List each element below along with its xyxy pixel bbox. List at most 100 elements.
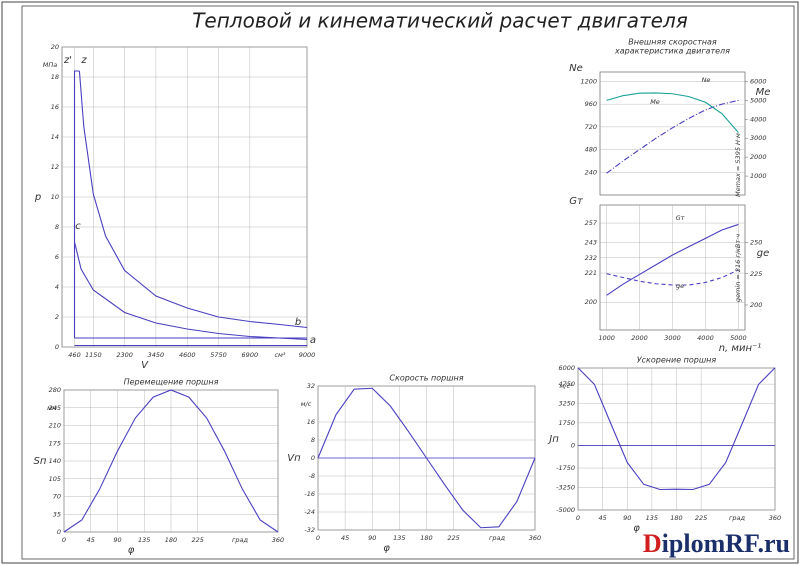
y-unit: м/с²: [559, 382, 573, 390]
x-unit: град: [232, 536, 249, 544]
x-tick-label: 225: [192, 536, 204, 544]
y-tick-label: 6: [55, 253, 59, 261]
series-line: [606, 92, 739, 133]
y-tick-label: 16: [51, 103, 59, 111]
x-tick-label: 9000: [299, 351, 316, 359]
y-tick-label: 8: [311, 436, 315, 444]
x-tick-label: 45: [341, 534, 349, 542]
series-line: [63, 389, 279, 533]
y-tick-label: -24: [304, 508, 315, 516]
y-tick-label: 70: [53, 493, 61, 501]
y-tick-label: 0: [57, 528, 61, 536]
x-axis-label: V: [141, 360, 149, 371]
y-axis-label: Gт: [569, 196, 584, 207]
y-tick-label: 32: [307, 382, 315, 390]
y-tick-label: 4: [55, 283, 59, 291]
y-axis-label: Sп: [34, 456, 47, 467]
x-tick-label: 45: [598, 514, 606, 522]
x-tick-label: 2300: [116, 351, 133, 359]
annotation: z: [80, 55, 87, 66]
annotation: b: [295, 317, 301, 328]
y2-axis-label: gе: [757, 248, 770, 259]
inner-frame: [21, 5, 795, 560]
y-tick-label: 960: [585, 100, 597, 108]
page-title: Тепловой и кинематический расчет двигате…: [192, 9, 688, 33]
chart-title: Скорость поршня: [389, 374, 463, 383]
y-tick-label: 221: [585, 269, 597, 277]
y-tick-label: -8: [309, 472, 315, 480]
y-tick-label: 6000: [558, 364, 575, 372]
x-tick-label: 135: [393, 534, 405, 542]
y2-tick-label: 200: [750, 301, 762, 309]
x-tick-label: 135: [138, 536, 150, 544]
x-tick-label: 5000: [730, 334, 747, 342]
x-axis-label: φ: [383, 543, 390, 554]
annotation: gе: [676, 282, 684, 290]
x-tick-label: 3000: [664, 334, 681, 342]
y-tick-label: 210: [49, 422, 61, 430]
y-tick-label: 14: [51, 133, 59, 141]
y-tick-label: -32: [304, 526, 315, 534]
y2-tick-label: 3000: [750, 134, 767, 142]
x-tick-label: 360: [529, 534, 541, 542]
series-line: [78, 70, 308, 329]
y2-tick-label: 250: [750, 239, 762, 247]
y-tick-label: 0: [311, 454, 315, 462]
chart-title: характеристика двигателя: [614, 47, 730, 56]
y-tick-label: 16: [307, 418, 315, 426]
y-axis-label: Vп: [287, 453, 301, 464]
x-tick-label: 0: [62, 536, 66, 544]
x-tick-label: 0: [576, 514, 580, 522]
x-axis-label: φ: [633, 523, 640, 534]
y-tick-label: 4750: [558, 380, 575, 388]
y-tick-label: 105: [49, 475, 61, 483]
y-tick-label: 720: [585, 123, 597, 131]
y-tick-label: 0: [55, 343, 59, 351]
chart-title: Перемещение поршня: [124, 378, 219, 387]
x-tick-label: 6900: [242, 351, 259, 359]
x-tick-label: 360: [769, 514, 781, 522]
y-tick-label: 232: [585, 254, 597, 262]
annotation: Mе: [650, 98, 660, 106]
y-unit: мм: [47, 404, 57, 412]
annotation: z': [63, 55, 72, 66]
series-line: [606, 269, 739, 286]
annotation: Gт: [676, 214, 685, 222]
y2-tick-label: 1000: [750, 172, 767, 180]
x-tick-label: 180: [670, 514, 682, 522]
chart-title: Ускорение поршня: [637, 356, 717, 365]
x-tick-label: 4600: [179, 351, 196, 359]
x-tick-label: 360: [272, 536, 284, 544]
y2-tick-label: 2000: [750, 153, 767, 161]
x-tick-label: 460: [68, 351, 80, 359]
x-unit: град: [729, 514, 746, 522]
x-tick-label: 90: [368, 534, 376, 542]
watermark-first: D: [643, 529, 662, 558]
x-axis-label: φ: [128, 545, 135, 556]
y-tick-label: 1750: [558, 419, 575, 427]
x-tick-label: 3450: [148, 351, 165, 359]
y-tick-label: 200: [585, 298, 597, 306]
y-tick-label: 240: [585, 168, 597, 176]
y-tick-label: 245: [49, 404, 61, 412]
y-tick-label: 12: [51, 163, 59, 171]
x-tick-label: 45: [87, 536, 95, 544]
x-tick-label: 1150: [85, 351, 102, 359]
y-tick-label: 280: [49, 386, 61, 394]
annotation: Nе: [702, 76, 711, 84]
series-line: [317, 387, 536, 529]
series-line: [606, 223, 739, 296]
y-axis-label: Nе: [569, 63, 583, 74]
y-tick-label: 8: [55, 223, 59, 231]
y-tick-label: 243: [585, 239, 597, 247]
x-tick-label: 0: [316, 534, 320, 542]
x-tick-label: 225: [447, 534, 459, 542]
x-tick-label: 90: [623, 514, 631, 522]
y2-tick-label: 4000: [750, 115, 767, 123]
y-tick-label: 2: [55, 313, 59, 321]
y-tick-label: 257: [585, 219, 598, 227]
y-tick-label: 0: [571, 441, 575, 449]
series-line: [606, 99, 739, 174]
x-tick-label: 90: [113, 536, 121, 544]
